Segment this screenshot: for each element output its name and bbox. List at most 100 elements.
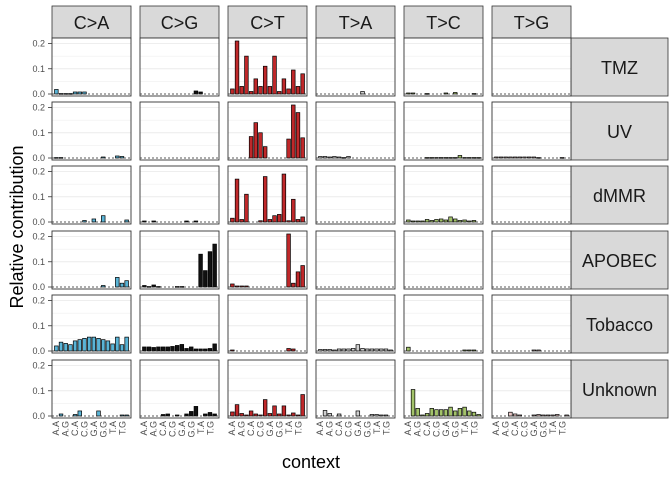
panel-tmz-C-to-A	[51, 37, 132, 97]
panel-uv-T-to-C	[403, 101, 484, 161]
bar-tobacco-C-to-G	[160, 346, 166, 352]
bar-dmmr-C-to-T	[262, 176, 268, 223]
panel-background	[316, 102, 395, 160]
y-tick-label: 0.2	[32, 39, 45, 49]
bar-tmz-C-to-T	[262, 65, 268, 95]
panel-background	[404, 295, 483, 353]
bar-tmz-T-to-C	[453, 92, 458, 95]
bar-unknown-T-to-A	[327, 413, 332, 417]
facet-panels	[51, 37, 572, 419]
context-tick-label: G.G	[451, 421, 461, 438]
context-tick-label: G.A	[177, 421, 187, 437]
context-tick-label: G.G	[275, 421, 285, 438]
panel-border	[51, 294, 132, 354]
bar-tobacco-C-to-G	[179, 344, 185, 352]
context-tick-label: A.A	[51, 421, 61, 436]
panel-background	[492, 38, 571, 96]
bar-dmmr-C-to-T	[295, 219, 301, 223]
bar-dmmr-T-to-C	[453, 218, 458, 223]
panel-border	[227, 165, 308, 225]
mutation-type-label: C>T	[250, 13, 285, 33]
panel-background	[52, 360, 131, 418]
panel-tmz-C-to-G	[139, 37, 220, 97]
bar-unknown-T-to-C	[438, 409, 444, 417]
panel-unknown-C-to-G	[139, 359, 220, 419]
context-tick-label: G.A	[441, 421, 451, 437]
panel-apobec-T-to-C	[403, 230, 484, 290]
y-tick-label: 0.2	[32, 296, 45, 306]
panel-background	[492, 231, 571, 289]
panel-dmmr-T-to-G	[491, 165, 572, 225]
bar-apobec-C-to-T	[244, 285, 249, 288]
context-tick-label: A.G	[149, 421, 159, 437]
bar-dmmr-C-to-T	[291, 198, 296, 223]
panel-border	[227, 230, 308, 290]
y-axis-ticks: 0.0 0.1 0.2 0.0 0.1 0.2 0.0 0.1 0.2 0.0 0.1 0.2 0.0 0…	[32, 39, 52, 421]
panel-background	[492, 166, 571, 224]
strip-tmz	[570, 37, 669, 97]
bar-unknown-C-to-T	[230, 411, 235, 417]
context-tick-label: C.A	[70, 421, 80, 436]
panel-dmmr-T-to-A	[315, 165, 396, 225]
bar-apobec-C-to-G	[198, 253, 203, 288]
signature-label: dMMR	[593, 186, 646, 206]
panel-uv-T-to-A	[315, 101, 396, 161]
bar-dmmr-C-to-T	[300, 216, 305, 223]
context-tick-label: C.G	[80, 421, 90, 437]
context-tick-label: T.G	[206, 421, 216, 435]
context-tick-label: G.G	[539, 421, 549, 438]
bar-unknown-C-to-T	[234, 404, 240, 417]
bar-unknown-C-to-G	[212, 413, 217, 417]
bar-dmmr-C-to-T	[272, 215, 277, 223]
signature-label: UV	[607, 122, 632, 142]
bar-tobacco-T-to-A	[355, 344, 361, 352]
y-tick-label: 0.2	[32, 361, 45, 371]
bar-tmz-C-to-T	[234, 40, 240, 95]
bar-unknown-T-to-C	[471, 411, 477, 417]
bar-uv-C-to-T	[253, 122, 258, 159]
bar-unknown-C-to-T	[291, 412, 296, 417]
bar-uv-T-to-G	[512, 156, 518, 159]
bar-tobacco-C-to-G	[189, 346, 194, 352]
bar-tobacco-C-to-A	[101, 339, 106, 352]
bar-unknown-T-to-C	[453, 410, 458, 417]
bar-tobacco-C-to-A	[68, 344, 73, 352]
bar-unknown-T-to-C	[424, 413, 430, 417]
signature-label: TMZ	[601, 58, 638, 78]
bar-dmmr-T-to-C	[434, 219, 439, 223]
panel-tobacco-C-to-G	[139, 294, 220, 354]
context-tick-label: C.A	[510, 421, 520, 436]
panel-unknown-C-to-A	[51, 359, 132, 419]
context-tick-label: A.G	[413, 421, 423, 437]
bar-dmmr-T-to-C	[424, 219, 430, 223]
context-tick-label: T.G	[470, 421, 480, 435]
bar-tmz-C-to-T	[244, 55, 249, 95]
bar-tobacco-C-to-G	[146, 346, 152, 352]
bar-apobec-C-to-A	[124, 280, 129, 288]
bar-tmz-C-to-A	[54, 89, 59, 95]
panel-border	[315, 230, 396, 290]
panel-tmz-T-to-C	[403, 37, 484, 97]
bar-unknown-T-to-A	[322, 410, 328, 417]
bar-tobacco-C-to-G	[174, 345, 180, 352]
bar-tobacco-C-to-G	[193, 348, 199, 352]
bar-tmz-C-to-G	[193, 90, 199, 95]
bar-dmmr-C-to-A	[101, 215, 106, 223]
panel-border	[51, 359, 132, 419]
bar-tmz-T-to-A	[360, 91, 365, 95]
context-tick-label: C.A	[334, 421, 344, 436]
bar-tobacco-C-to-G	[151, 347, 156, 352]
panel-background	[228, 360, 307, 418]
y-tick-label: 0.2	[32, 103, 45, 113]
bar-tmz-C-to-T	[267, 86, 273, 95]
panel-border	[227, 294, 308, 354]
bar-uv-C-to-T	[295, 112, 301, 159]
context-tick-label: A.A	[139, 421, 149, 436]
bar-dmmr-T-to-C	[457, 220, 463, 223]
strip-C-to-G	[139, 5, 220, 39]
signature-strips: TMZ UV dMMR APOBEC Tobacco Unknown	[570, 37, 669, 419]
bar-tmz-C-to-T	[286, 88, 291, 95]
panel-background	[52, 166, 131, 224]
mutation-type-label: C>G	[161, 13, 199, 33]
